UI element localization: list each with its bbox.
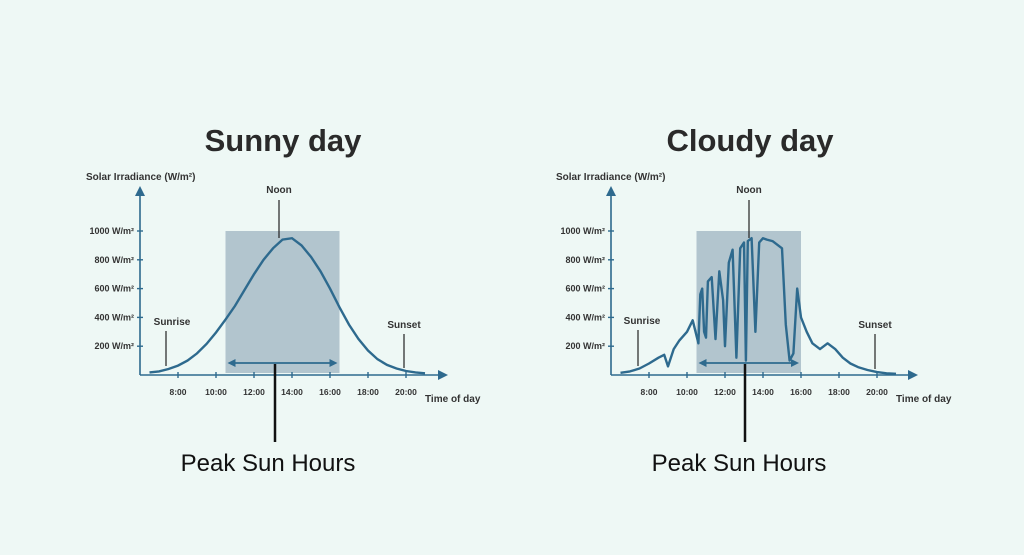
y-tick-label: 800 W/m² xyxy=(565,255,605,265)
x-tick-label: 8:00 xyxy=(169,387,186,397)
peak-sun-hours-label: Peak Sun Hours xyxy=(652,450,827,477)
peak-range-arrow-left-head xyxy=(227,359,236,367)
irradiance-curve xyxy=(149,236,426,375)
y-tick-label: 400 W/m² xyxy=(94,312,134,322)
x-tick-label: 14:00 xyxy=(752,387,774,397)
noon-label: Noon xyxy=(266,185,292,196)
y-axis-label: Solar Irradiance (W/m²) xyxy=(86,172,195,183)
chart-title: Cloudy day xyxy=(666,123,834,158)
x-tick-label: 18:00 xyxy=(828,387,850,397)
x-tick-label: 18:00 xyxy=(357,387,379,397)
cloudy-day-panel: Cloudy day Solar Irradiance (W/m²) 200 W… xyxy=(556,123,952,477)
sunny-day-panel: Sunny day Solar Irradiance (W/m²) 200 W/… xyxy=(86,123,481,477)
peak-sun-hours-region xyxy=(225,231,340,373)
peak-range-arrow-right-head xyxy=(791,359,799,367)
peak-range-arrow-left-head xyxy=(698,359,707,367)
peak-sun-hours-label: Peak Sun Hours xyxy=(181,450,356,477)
irradiance-curve xyxy=(620,237,897,375)
x-tick-label: 16:00 xyxy=(790,387,812,397)
peak-range-arrow-right-head xyxy=(329,359,338,367)
y-tick-label: 600 W/m² xyxy=(94,284,134,294)
x-axis-arrow xyxy=(908,370,918,380)
y-tick-label: 400 W/m² xyxy=(565,312,605,322)
x-axis-label: Time of day xyxy=(896,394,952,405)
x-tick-label: 10:00 xyxy=(676,387,698,397)
y-tick-label: 1000 W/m² xyxy=(89,226,134,236)
x-tick-label: 8:00 xyxy=(640,387,657,397)
y-tick-label: 200 W/m² xyxy=(565,341,605,351)
y-tick-label: 200 W/m² xyxy=(94,341,134,351)
y-tick-label: 600 W/m² xyxy=(565,284,605,294)
y-tick-label: 1000 W/m² xyxy=(560,226,605,236)
x-axis-arrow xyxy=(438,370,448,380)
noon-label: Noon xyxy=(736,185,762,196)
x-tick-label: 12:00 xyxy=(243,387,265,397)
axis-ticks: 200 W/m² 400 W/m² 600 W/m² 800 W/m² 1000 W/m… xyxy=(560,226,888,397)
x-tick-label: 14:00 xyxy=(281,387,303,397)
y-axis-label: Solar Irradiance (W/m²) xyxy=(556,172,665,183)
x-axis-label: Time of day xyxy=(425,394,481,405)
chart-title: Sunny day xyxy=(205,123,363,158)
x-tick-label: 12:00 xyxy=(714,387,736,397)
sunrise-label: Sunrise xyxy=(624,316,661,327)
sunrise-label: Sunrise xyxy=(154,317,191,328)
x-tick-label: 20:00 xyxy=(395,387,417,397)
sunset-label: Sunset xyxy=(858,320,892,331)
x-tick-label: 16:00 xyxy=(319,387,341,397)
x-tick-label: 10:00 xyxy=(205,387,227,397)
axis-ticks: 200 W/m² 400 W/m² 600 W/m² 800 W/m² 1000 W/m… xyxy=(89,226,417,397)
y-tick-label: 800 W/m² xyxy=(94,255,134,265)
y-axis-arrow xyxy=(606,186,616,196)
sunset-label: Sunset xyxy=(387,320,421,331)
x-tick-label: 20:00 xyxy=(866,387,888,397)
y-axis-arrow xyxy=(135,186,145,196)
